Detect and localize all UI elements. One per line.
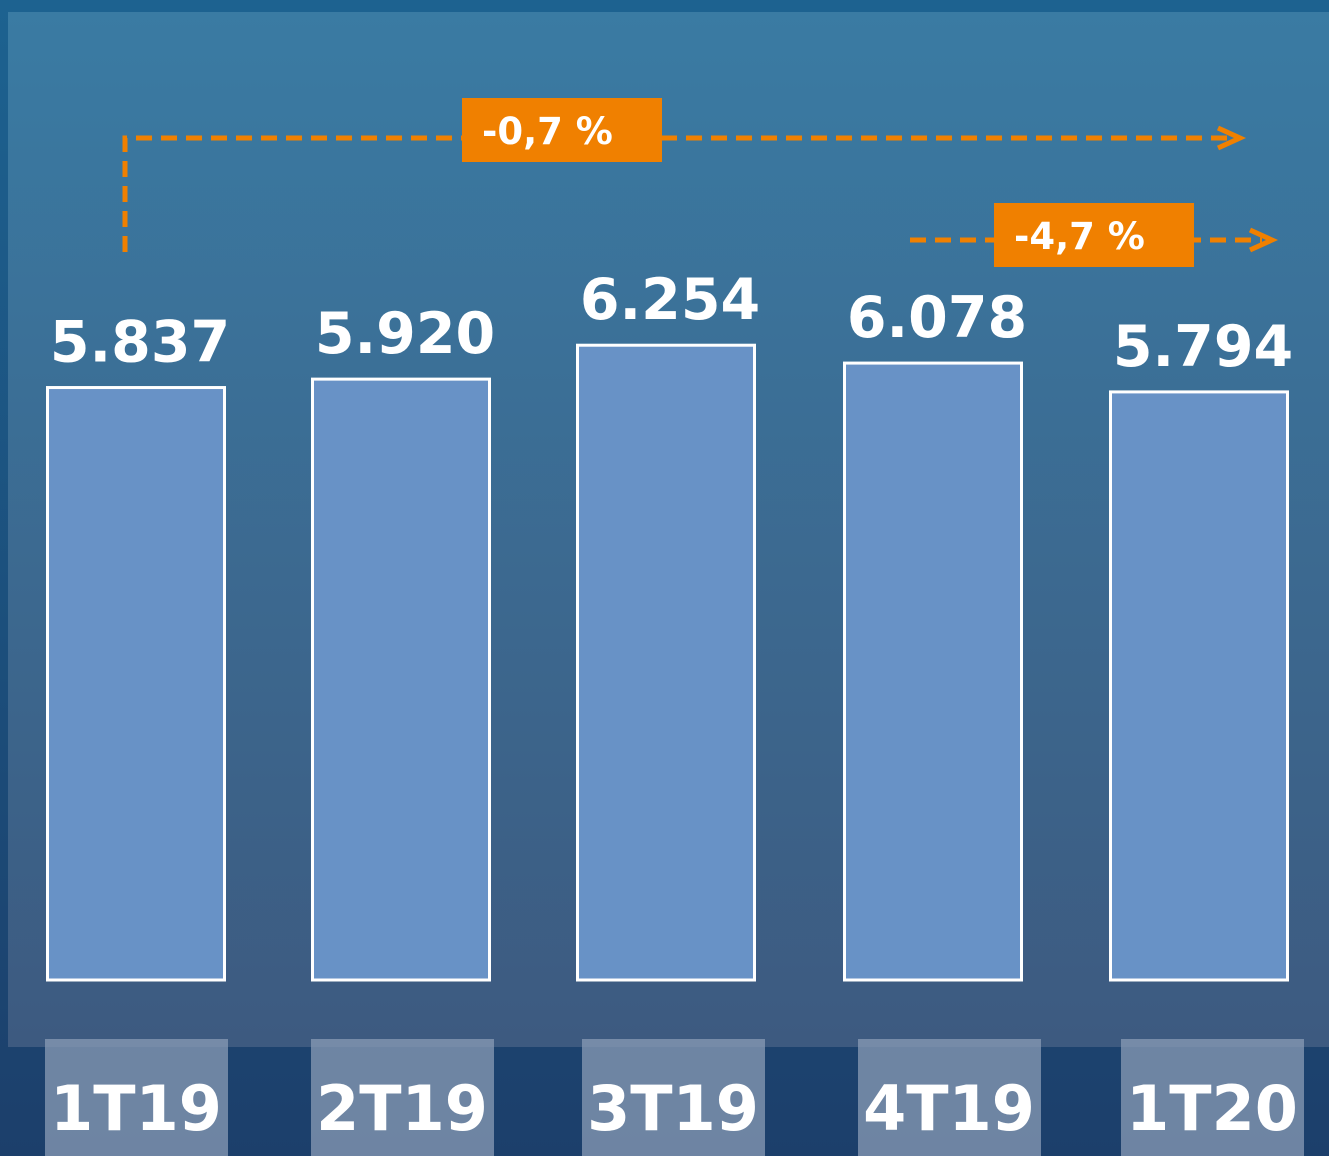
bar xyxy=(576,343,756,982)
annotation-box xyxy=(462,98,662,162)
bar xyxy=(843,361,1023,982)
value-label: 5.920 xyxy=(315,301,495,367)
annotation: -4,7 % xyxy=(1014,215,1145,258)
x-tick-label: 1T20 xyxy=(1126,1072,1298,1145)
trend-line xyxy=(122,135,1230,252)
x-tick-label: 4T19 xyxy=(863,1072,1035,1145)
bar xyxy=(46,386,226,982)
arrow-head xyxy=(1216,125,1247,151)
category-box xyxy=(582,1039,765,1156)
category-box xyxy=(45,1039,228,1156)
bar xyxy=(1109,390,1289,982)
arrow-head xyxy=(1248,227,1279,253)
value-label: 5.794 xyxy=(1113,314,1293,380)
category-box xyxy=(1121,1039,1304,1156)
x-tick-label: 3T19 xyxy=(587,1072,759,1145)
category-box xyxy=(311,1039,494,1156)
x-tick-label: 2T19 xyxy=(316,1072,488,1145)
annotation-box xyxy=(994,203,1194,267)
x-tick-label: 1T19 xyxy=(50,1072,222,1145)
annotation: -0,7 % xyxy=(482,110,613,153)
value-label: 5.837 xyxy=(50,310,230,376)
bar xyxy=(311,377,491,982)
category-box xyxy=(858,1039,1041,1156)
value-label: 6.254 xyxy=(580,267,760,333)
value-label: 6.078 xyxy=(847,285,1027,351)
